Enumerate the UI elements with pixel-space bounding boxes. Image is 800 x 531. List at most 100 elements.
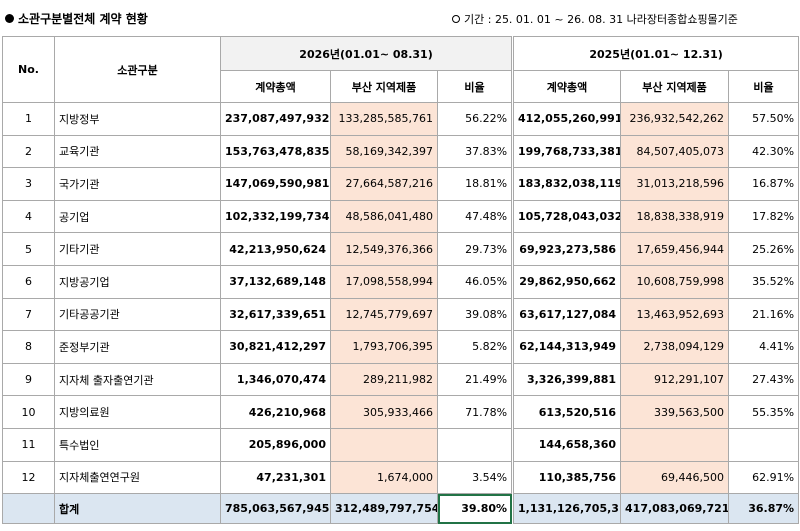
row-no-cell[interactable]: 7	[2, 297, 55, 332]
row-2026-busan-cell[interactable]: 12,745,779,697	[330, 297, 438, 332]
row-2026-ratio-cell[interactable]: 18.81%	[436, 167, 513, 201]
row-2026-busan-cell[interactable]: 17,098,558,994	[330, 264, 438, 299]
row-no-cell[interactable]: 9	[2, 362, 55, 397]
row-2026-busan-cell[interactable]: 58,169,342,397	[330, 134, 438, 169]
row-2025-busan-cell[interactable]	[620, 427, 730, 462]
row-2026-busan-cell[interactable]: 1,674,000	[330, 460, 438, 495]
row-category-cell[interactable]: 지자체출연연구원	[54, 460, 221, 495]
row-2025-ratio-cell[interactable]: 25.26%	[728, 232, 800, 266]
row-2026-ratio-cell[interactable]: 56.22%	[436, 102, 513, 136]
row-2026-ratio-cell[interactable]: 46.05%	[436, 264, 513, 299]
row-2026-total-cell[interactable]: 42,213,950,624	[220, 232, 331, 266]
row-2026-ratio-cell[interactable]: 29.73%	[436, 232, 513, 266]
total-2026-ratio-cell-selected[interactable]: 39.80%	[436, 493, 513, 525]
total-2026-busan-cell[interactable]: 312,489,797,754	[330, 493, 438, 525]
row-2025-total-cell[interactable]: 3,326,399,881	[513, 362, 622, 397]
row-2025-total-cell[interactable]: 29,862,950,662	[513, 264, 622, 299]
row-category-cell[interactable]: 특수법인	[54, 427, 221, 462]
row-2026-ratio-cell[interactable]: 5.82%	[436, 330, 513, 364]
row-2025-total-cell[interactable]: 412,055,260,991	[513, 102, 622, 136]
row-no-cell[interactable]: 11	[2, 427, 55, 462]
row-2026-busan-cell[interactable]: 133,285,585,761	[330, 102, 438, 136]
row-2025-ratio-cell[interactable]: 16.87%	[728, 167, 800, 201]
row-2026-ratio-cell[interactable]: 47.48%	[436, 199, 513, 234]
row-2025-busan-cell[interactable]: 31,013,218,596	[620, 167, 730, 201]
row-2025-busan-cell[interactable]: 17,659,456,944	[620, 232, 730, 266]
row-2026-total-cell[interactable]: 102,332,199,734	[220, 199, 331, 234]
row-2026-total-cell[interactable]: 237,087,497,932	[220, 102, 331, 136]
row-2026-busan-cell[interactable]: 27,664,587,216	[330, 167, 438, 201]
row-2026-ratio-cell[interactable]	[436, 427, 513, 462]
row-2025-busan-cell[interactable]: 236,932,542,262	[620, 102, 730, 136]
row-2026-total-cell[interactable]: 426,210,968	[220, 395, 331, 429]
row-category-cell[interactable]: 공기업	[54, 199, 221, 234]
row-2025-ratio-cell[interactable]: 27.43%	[728, 362, 800, 397]
row-2026-total-cell[interactable]: 153,763,478,835	[220, 134, 331, 169]
row-no-cell[interactable]: 4	[2, 199, 55, 234]
row-2025-ratio-cell[interactable]: 35.52%	[728, 264, 800, 299]
row-no-cell[interactable]: 8	[2, 330, 55, 364]
row-2026-ratio-cell[interactable]: 3.54%	[436, 460, 513, 495]
total-no-cell[interactable]	[2, 493, 55, 525]
row-2025-ratio-cell[interactable]: 4.41%	[728, 330, 800, 364]
row-category-cell[interactable]: 준정부기관	[54, 330, 221, 364]
row-2025-total-cell[interactable]: 199,768,733,381	[513, 134, 622, 169]
row-2026-busan-cell[interactable]: 289,211,982	[330, 362, 438, 397]
total-2026-total-cell[interactable]: 785,063,567,945	[220, 493, 331, 525]
row-category-cell[interactable]: 기타기관	[54, 232, 221, 266]
row-2025-total-cell[interactable]: 110,385,756	[513, 460, 622, 495]
row-category-cell[interactable]: 교육기관	[54, 134, 221, 169]
row-2025-ratio-cell[interactable]: 55.35%	[728, 395, 800, 429]
row-2026-total-cell[interactable]: 47,231,301	[220, 460, 331, 495]
total-2025-ratio-cell[interactable]: 36.87%	[728, 493, 800, 525]
row-category-cell[interactable]: 지방정부	[54, 102, 221, 136]
total-label-cell[interactable]: 합계	[54, 493, 221, 525]
row-2025-total-cell[interactable]: 62,144,313,949	[513, 330, 622, 364]
row-2025-busan-cell[interactable]: 2,738,094,129	[620, 330, 730, 364]
row-2025-ratio-cell[interactable]	[728, 427, 800, 462]
row-2025-ratio-cell[interactable]: 17.82%	[728, 199, 800, 234]
row-no-cell[interactable]: 2	[2, 134, 55, 169]
row-2026-ratio-cell[interactable]: 71.78%	[436, 395, 513, 429]
row-2025-busan-cell[interactable]: 339,563,500	[620, 395, 730, 429]
row-2026-total-cell[interactable]: 37,132,689,148	[220, 264, 331, 299]
row-2025-busan-cell[interactable]: 912,291,107	[620, 362, 730, 397]
row-2026-total-cell[interactable]: 1,346,070,474	[220, 362, 331, 397]
row-no-cell[interactable]: 5	[2, 232, 55, 266]
row-no-cell[interactable]: 10	[2, 395, 55, 429]
row-2025-total-cell[interactable]: 63,617,127,084	[513, 297, 622, 332]
row-2026-busan-cell[interactable]	[330, 427, 438, 462]
row-category-cell[interactable]: 지방공기업	[54, 264, 221, 299]
row-category-cell[interactable]: 기타공공기관	[54, 297, 221, 332]
row-2026-ratio-cell[interactable]: 21.49%	[436, 362, 513, 397]
row-no-cell[interactable]: 3	[2, 167, 55, 201]
row-no-cell[interactable]: 6	[2, 264, 55, 299]
row-category-cell[interactable]: 지자체 출자출연기관	[54, 362, 221, 397]
row-2026-busan-cell[interactable]: 1,793,706,395	[330, 330, 438, 364]
row-category-cell[interactable]: 국가기관	[54, 167, 221, 201]
row-2025-total-cell[interactable]: 69,923,273,586	[513, 232, 622, 266]
row-2026-busan-cell[interactable]: 48,586,041,480	[330, 199, 438, 234]
row-2025-ratio-cell[interactable]: 62.91%	[728, 460, 800, 495]
row-2026-ratio-cell[interactable]: 37.83%	[436, 134, 513, 169]
row-2026-busan-cell[interactable]: 305,933,466	[330, 395, 438, 429]
row-2025-ratio-cell[interactable]: 21.16%	[728, 297, 800, 332]
row-2025-ratio-cell[interactable]: 42.30%	[728, 134, 800, 169]
row-2025-ratio-cell[interactable]: 57.50%	[728, 102, 800, 136]
row-2025-total-cell[interactable]: 183,832,038,119	[513, 167, 622, 201]
row-2025-busan-cell[interactable]: 18,838,338,919	[620, 199, 730, 234]
row-2026-ratio-cell[interactable]: 39.08%	[436, 297, 513, 332]
row-2025-total-cell[interactable]: 613,520,516	[513, 395, 622, 429]
total-2025-total-cell[interactable]: 1,131,126,705,317	[513, 493, 622, 525]
row-2026-total-cell[interactable]: 147,069,590,981	[220, 167, 331, 201]
row-2025-busan-cell[interactable]: 13,463,952,693	[620, 297, 730, 332]
row-2025-busan-cell[interactable]: 84,507,405,073	[620, 134, 730, 169]
row-2025-busan-cell[interactable]: 10,608,759,998	[620, 264, 730, 299]
row-2026-total-cell[interactable]: 205,896,000	[220, 427, 331, 462]
row-2026-total-cell[interactable]: 30,821,412,297	[220, 330, 331, 364]
row-2026-total-cell[interactable]: 32,617,339,651	[220, 297, 331, 332]
row-no-cell[interactable]: 1	[2, 102, 55, 136]
row-2025-total-cell[interactable]: 105,728,043,032	[513, 199, 622, 234]
row-2025-busan-cell[interactable]: 69,446,500	[620, 460, 730, 495]
row-2026-busan-cell[interactable]: 12,549,376,366	[330, 232, 438, 266]
